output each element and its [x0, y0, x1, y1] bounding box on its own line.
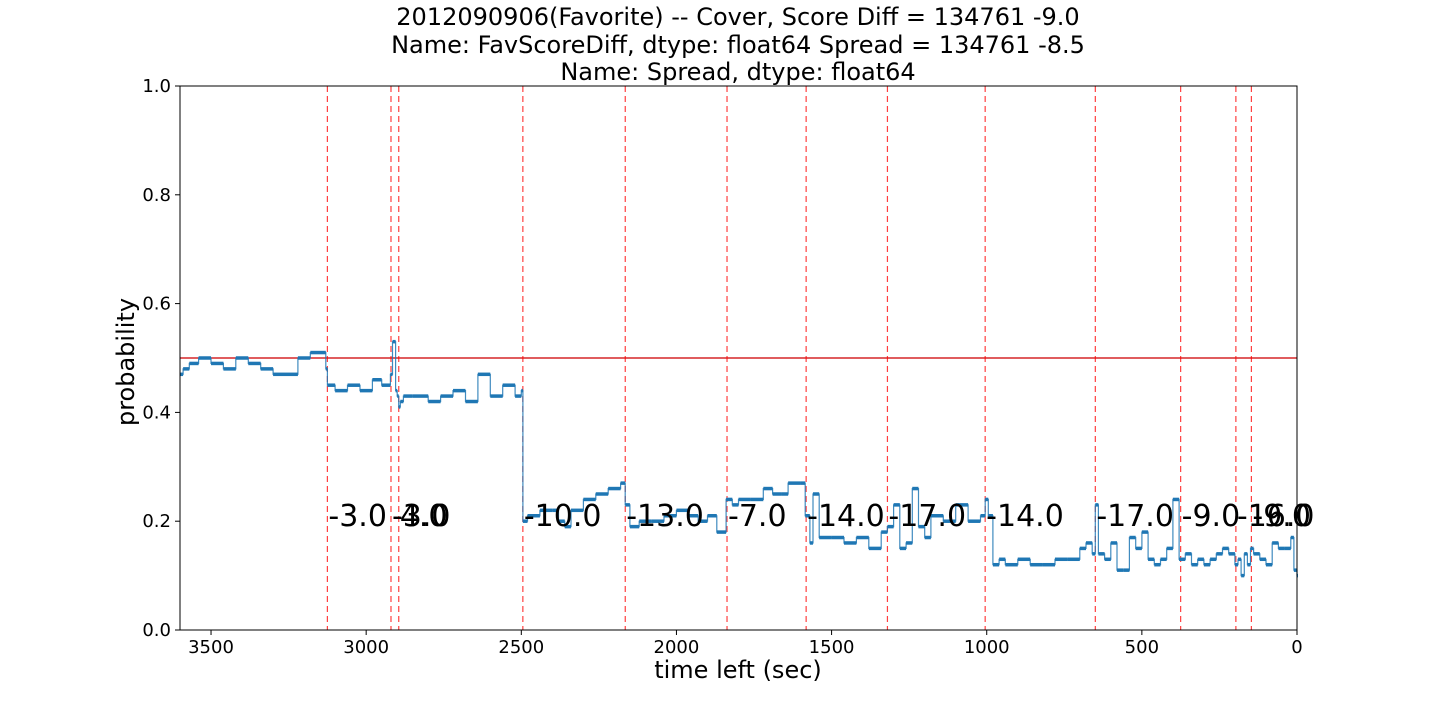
x-tick-label: 0 [1291, 637, 1302, 658]
y-tick-label: 0.4 [142, 402, 171, 423]
title-line-2: Name: FavScoreDiff, dtype: float64 Sprea… [391, 31, 1085, 59]
y-tick-label: 0.6 [142, 294, 171, 315]
x-tick-label: 3500 [188, 637, 234, 658]
x-tick-label: 1500 [809, 637, 855, 658]
x-axis-label: time left (sec) [654, 656, 822, 684]
event-label-11: -9.0 [1182, 499, 1241, 534]
axes-frame [179, 85, 1298, 631]
x-tick-label: 2500 [498, 637, 544, 658]
event-label-1: -3.0 [328, 499, 387, 534]
chart-title: 2012090906(Favorite) -- Cover, Score Dif… [391, 3, 1085, 86]
y-tick-label: 0.8 [142, 185, 171, 206]
event-label-2: -3.0 [392, 499, 451, 534]
x-tick-label: 2000 [654, 637, 700, 658]
event-label-9: -14.0 [986, 499, 1064, 534]
title-line-3: Name: Spread, dtype: float64 [560, 58, 915, 86]
x-tick-label: 500 [1125, 637, 1159, 658]
probability-line [180, 341, 1298, 577]
y-axis-label: probability [112, 298, 140, 426]
event-label-6: -7.0 [728, 499, 787, 534]
plot-area: -3.0 -3.04.0 -10.0 -13.0 -7.0 -14.0 -17.0 -14.0… [142, 76, 1314, 658]
event-label-8: -17.0 [888, 499, 966, 534]
x-tick-label: 1000 [964, 637, 1010, 658]
y-tick-label: 0.2 [142, 511, 171, 532]
y-tick-label: 1.0 [142, 76, 171, 97]
y-tick-label: 0.0 [142, 620, 171, 641]
event-label-12: -16.0 [1237, 499, 1315, 534]
x-tick-label: 3000 [343, 637, 389, 658]
event-label-13: -9.0 [1252, 499, 1311, 534]
event-label-5: -13.0 [626, 499, 704, 534]
event-label-4: -10.0 [524, 499, 602, 534]
event-label-7: -14.0 [807, 499, 885, 534]
title-line-1: 2012090906(Favorite) -- Cover, Score Dif… [396, 3, 1079, 31]
event-label-3: 4.0 [400, 499, 448, 534]
event-label-10: -17.0 [1096, 499, 1174, 534]
